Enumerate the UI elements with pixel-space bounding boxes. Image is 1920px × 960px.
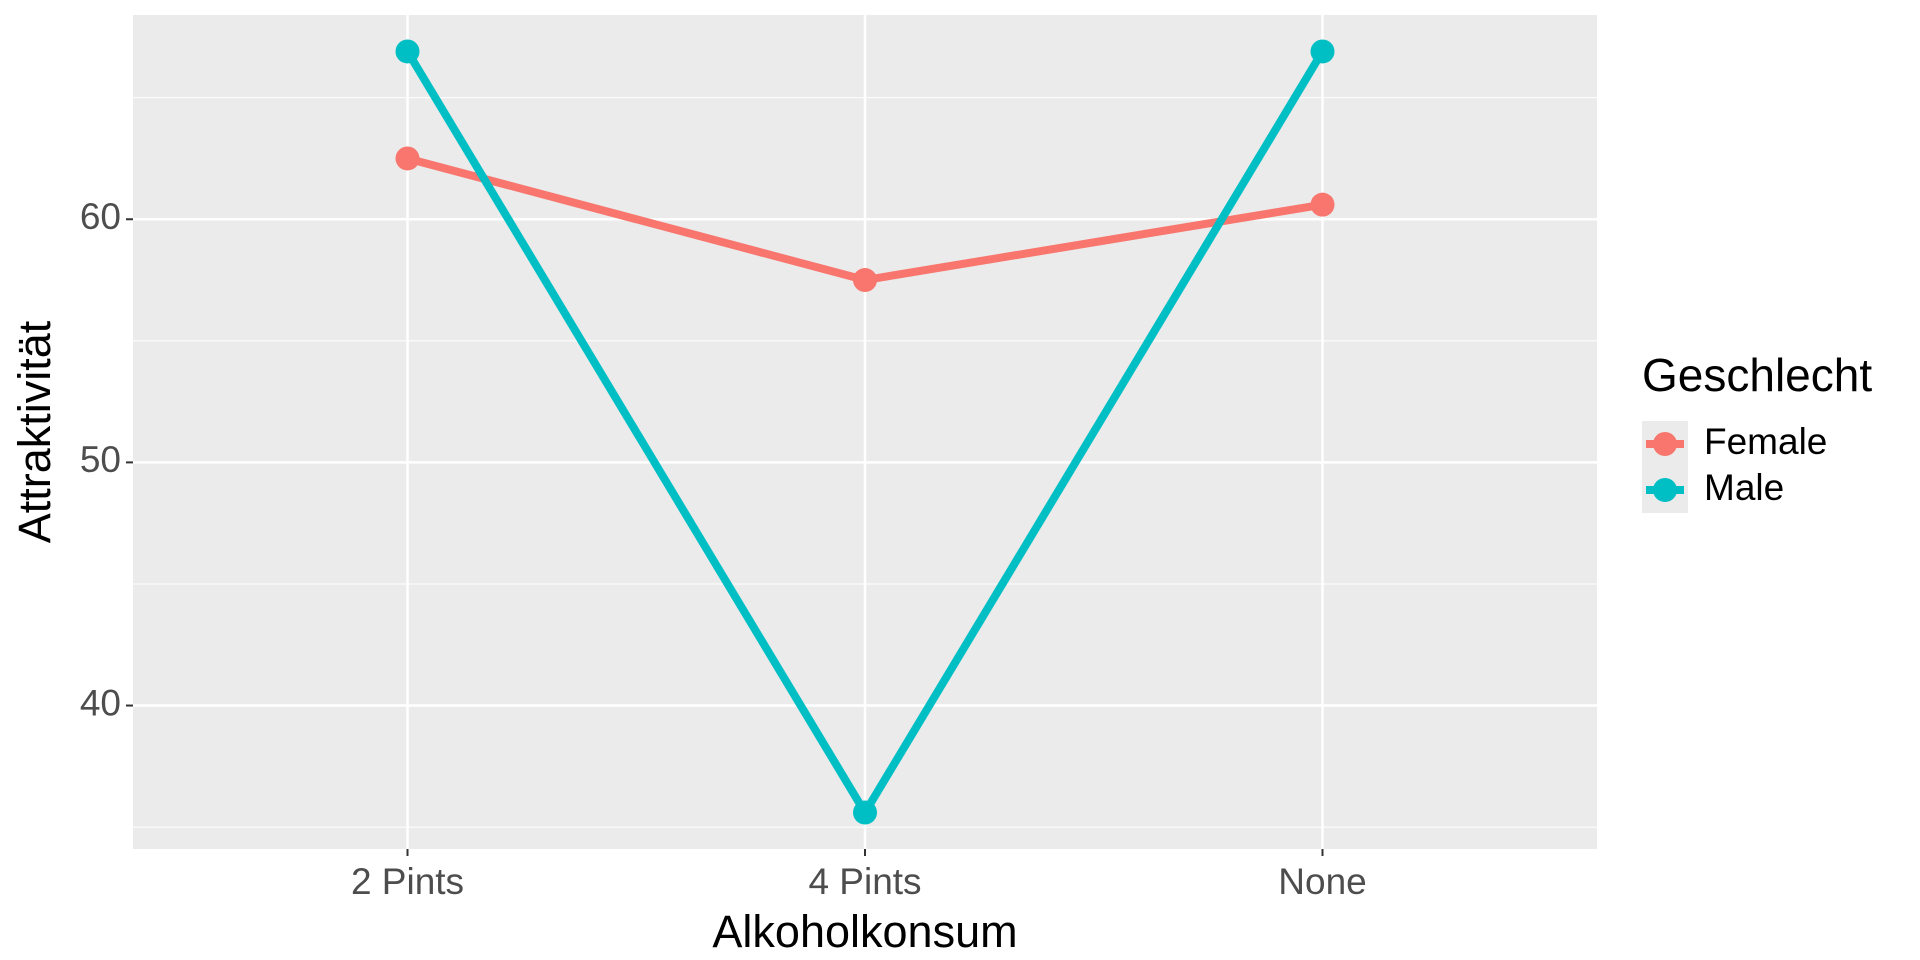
data-point [395, 39, 420, 64]
x-tick-label: 2 Pints [351, 861, 464, 902]
y-tick-label: 60 [80, 196, 121, 237]
legend-key-point [1653, 432, 1677, 456]
legend-key-point [1653, 478, 1677, 502]
data-point [395, 146, 420, 171]
y-tick-label: 40 [80, 682, 121, 723]
data-point [1310, 192, 1335, 217]
y-tick-label: 50 [80, 439, 121, 480]
data-point [853, 800, 877, 825]
data-point [853, 268, 877, 293]
legend-label: Male [1704, 467, 1784, 508]
data-point [1310, 39, 1335, 64]
y-axis-title: Attraktivität [9, 320, 60, 543]
legend-label: Female [1704, 421, 1827, 462]
legend-title: Geschlecht [1642, 349, 1872, 401]
x-axis-title: Alkoholkonsum [712, 906, 1017, 957]
x-tick-label: 4 Pints [808, 861, 921, 902]
x-tick-label: None [1278, 861, 1366, 902]
